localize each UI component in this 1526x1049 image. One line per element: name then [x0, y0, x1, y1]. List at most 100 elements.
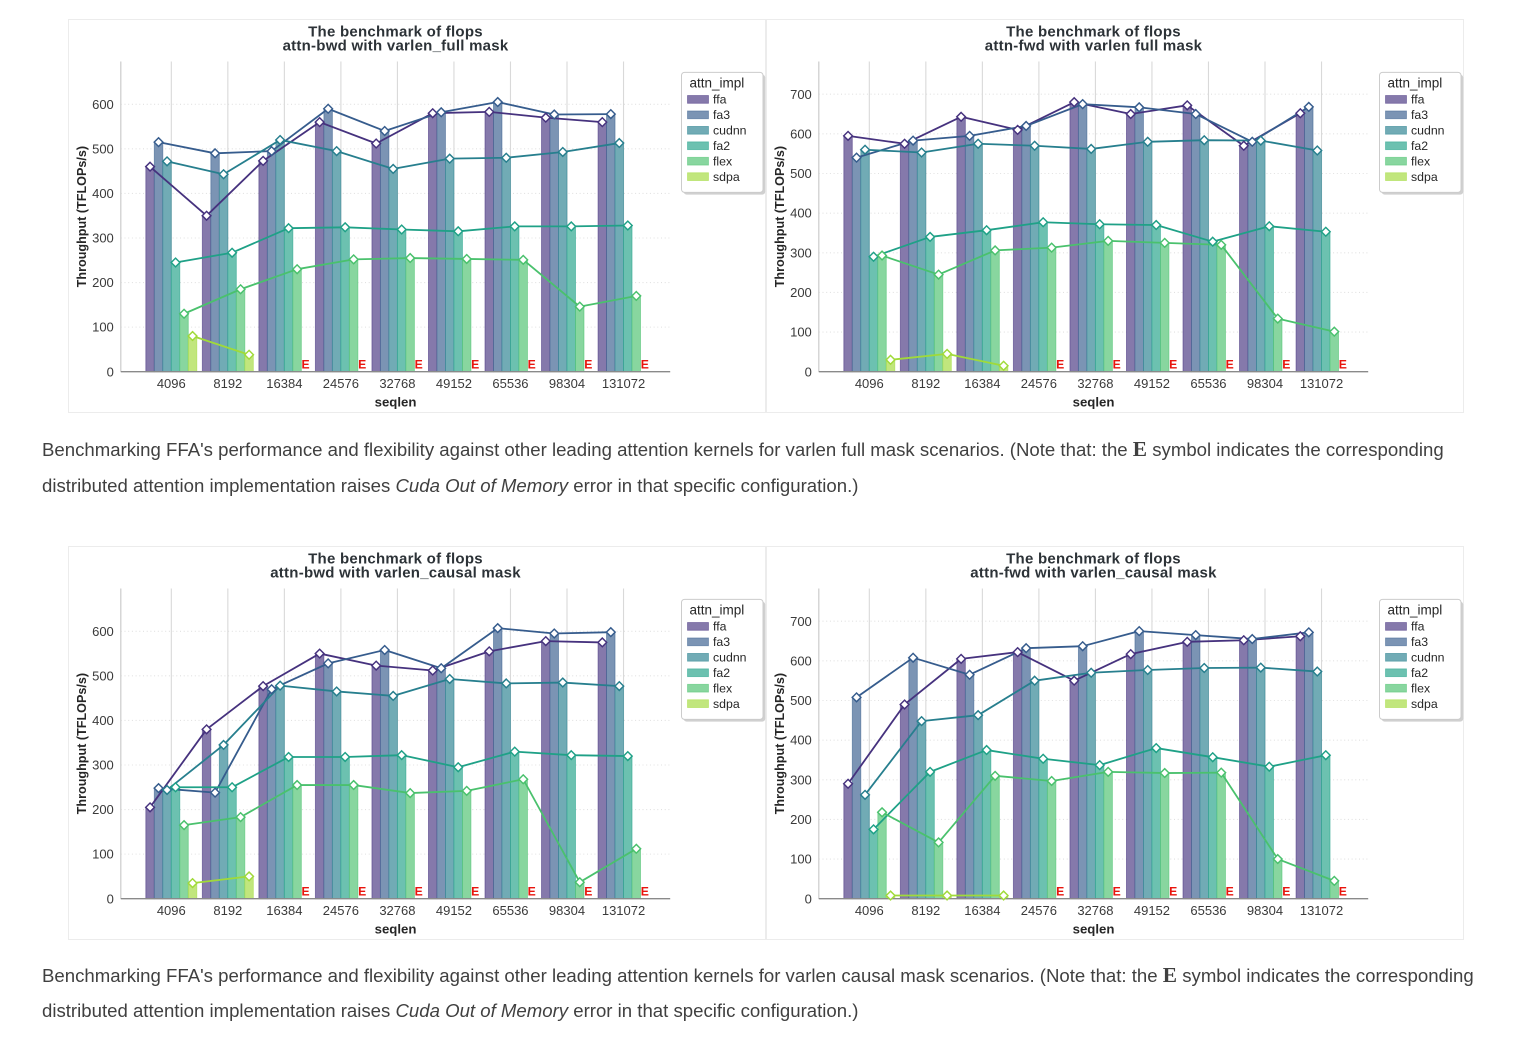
svg-text:0: 0: [107, 891, 114, 906]
svg-text:98304: 98304: [549, 903, 585, 918]
svg-text:4096: 4096: [855, 376, 884, 391]
svg-text:E: E: [1339, 358, 1347, 372]
svg-text:ffa: ffa: [1411, 620, 1425, 634]
svg-text:65536: 65536: [492, 376, 528, 391]
svg-text:E: E: [1113, 885, 1121, 899]
svg-text:E: E: [471, 358, 479, 372]
svg-text:500: 500: [92, 668, 114, 683]
svg-text:65536: 65536: [1190, 376, 1226, 391]
svg-text:fa2: fa2: [1411, 139, 1428, 153]
svg-text:Throughput (TFLOPs/s): Throughput (TFLOPs/s): [773, 146, 787, 287]
svg-text:98304: 98304: [1247, 903, 1283, 918]
svg-text:600: 600: [790, 653, 812, 668]
svg-text:24576: 24576: [323, 903, 359, 918]
svg-text:4096: 4096: [855, 903, 884, 918]
svg-text:fa2: fa2: [713, 139, 730, 153]
svg-text:400: 400: [92, 186, 114, 201]
svg-text:200: 200: [790, 285, 812, 300]
svg-text:300: 300: [92, 231, 114, 246]
svg-text:fa3: fa3: [1411, 108, 1428, 122]
svg-text:E: E: [1226, 358, 1234, 372]
svg-text:attn_impl: attn_impl: [690, 602, 745, 617]
svg-text:flex: flex: [1411, 155, 1431, 169]
svg-text:E: E: [302, 358, 310, 372]
svg-text:65536: 65536: [492, 903, 528, 918]
svg-text:fa3: fa3: [1411, 635, 1428, 649]
svg-text:24576: 24576: [1021, 903, 1057, 918]
svg-text:The benchmark of flops: The benchmark of flops: [308, 550, 483, 567]
svg-text:100: 100: [92, 847, 114, 862]
svg-text:E: E: [1056, 885, 1064, 899]
svg-text:700: 700: [790, 87, 812, 102]
svg-text:400: 400: [92, 713, 114, 728]
svg-text:16384: 16384: [266, 903, 302, 918]
svg-text:E: E: [641, 885, 649, 899]
svg-text:32768: 32768: [379, 903, 415, 918]
svg-text:24576: 24576: [1021, 376, 1057, 391]
svg-text:300: 300: [790, 245, 812, 260]
svg-text:E: E: [415, 358, 423, 372]
svg-text:seqlen: seqlen: [1073, 395, 1115, 410]
svg-text:131072: 131072: [1300, 376, 1343, 391]
svg-text:fa3: fa3: [713, 108, 730, 122]
svg-text:400: 400: [790, 206, 812, 221]
svg-text:sdpa: sdpa: [713, 697, 740, 711]
svg-text:E: E: [1169, 885, 1177, 899]
svg-text:ffa: ffa: [713, 93, 727, 107]
svg-text:300: 300: [92, 758, 114, 773]
svg-text:600: 600: [92, 97, 114, 112]
svg-text:16384: 16384: [964, 376, 1000, 391]
svg-text:65536: 65536: [1190, 903, 1226, 918]
svg-text:flex: flex: [1411, 682, 1431, 696]
svg-text:700: 700: [790, 614, 812, 629]
svg-text:E: E: [1169, 358, 1177, 372]
svg-text:24576: 24576: [323, 376, 359, 391]
svg-text:100: 100: [790, 325, 812, 340]
svg-text:The benchmark of flops: The benchmark of flops: [1006, 550, 1181, 567]
svg-text:16384: 16384: [266, 376, 302, 391]
svg-text:E: E: [471, 885, 479, 899]
svg-text:8192: 8192: [911, 376, 940, 391]
svg-text:attn-fwd with varlen_causal ma: attn-fwd with varlen_causal mask: [970, 564, 1217, 581]
svg-text:E: E: [641, 358, 649, 372]
svg-text:cudnn: cudnn: [713, 651, 747, 665]
svg-text:E: E: [302, 885, 310, 899]
svg-text:attn-bwd with varlen_causal ma: attn-bwd with varlen_causal mask: [270, 564, 521, 581]
svg-text:E: E: [584, 885, 592, 899]
svg-text:200: 200: [790, 812, 812, 827]
svg-text:Throughput (TFLOPs/s): Throughput (TFLOPs/s): [75, 146, 89, 287]
svg-text:200: 200: [92, 275, 114, 290]
svg-text:E: E: [1226, 885, 1234, 899]
svg-text:131072: 131072: [602, 376, 645, 391]
svg-text:E: E: [358, 885, 366, 899]
svg-text:attn_impl: attn_impl: [1388, 602, 1443, 617]
svg-text:fa2: fa2: [713, 666, 730, 680]
svg-text:fa3: fa3: [713, 635, 730, 649]
svg-text:49152: 49152: [436, 903, 472, 918]
svg-text:ffa: ffa: [1411, 93, 1425, 107]
svg-text:49152: 49152: [436, 376, 472, 391]
svg-text:0: 0: [107, 364, 114, 379]
svg-text:sdpa: sdpa: [713, 170, 740, 184]
svg-text:cudnn: cudnn: [713, 124, 747, 138]
svg-text:4096: 4096: [157, 376, 186, 391]
svg-text:attn-fwd with varlen full mask: attn-fwd with varlen full mask: [985, 37, 1203, 54]
svg-text:E: E: [584, 358, 592, 372]
svg-text:4096: 4096: [157, 903, 186, 918]
svg-text:cudnn: cudnn: [1411, 651, 1445, 665]
svg-text:400: 400: [790, 733, 812, 748]
svg-text:E: E: [528, 885, 536, 899]
svg-text:49152: 49152: [1134, 903, 1170, 918]
svg-text:E: E: [1113, 358, 1121, 372]
svg-text:98304: 98304: [1247, 376, 1283, 391]
svg-text:8192: 8192: [213, 376, 242, 391]
svg-text:E: E: [1282, 358, 1290, 372]
svg-text:32768: 32768: [1077, 903, 1113, 918]
svg-text:131072: 131072: [1300, 903, 1343, 918]
svg-text:600: 600: [790, 126, 812, 141]
svg-text:seqlen: seqlen: [1073, 922, 1115, 937]
svg-text:600: 600: [92, 624, 114, 639]
svg-text:49152: 49152: [1134, 376, 1170, 391]
svg-text:500: 500: [92, 141, 114, 156]
svg-text:ffa: ffa: [713, 620, 727, 634]
